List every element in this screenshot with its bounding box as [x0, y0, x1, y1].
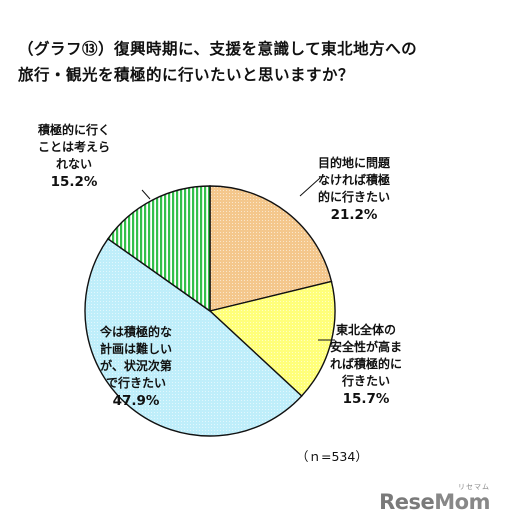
chart-title-line-1: （グラフ⑬）復興時期に、支援を意識して東北地方への	[18, 40, 418, 58]
slice-label-4: 積極的に行く ことは考えら れない 15.2%	[38, 122, 110, 191]
slice-label-2-line-2: 安全性が高ま	[330, 340, 403, 354]
logo-text-b: Mom	[434, 490, 490, 514]
slice-label-3-line-2: 計画は難しい	[100, 342, 173, 356]
slice-label-1-line-2: なければ積極	[318, 173, 391, 187]
logo-sub: リセマム	[458, 483, 490, 491]
slice-label-1-line-3: 的に行きたい	[318, 190, 391, 204]
pie-slice-4	[106, 185, 211, 313]
chart-title: （グラフ⑬）復興時期に、支援を意識して東北地方への 旅行・観光を積極的に行いたい…	[18, 36, 498, 88]
logo-text-a: Rese	[379, 490, 435, 514]
leader-line-1	[299, 177, 321, 197]
pie-slice-2	[208, 280, 336, 397]
pie-slice-3	[84, 237, 303, 437]
slice-label-4-line-3: れない	[56, 157, 93, 171]
slice-value-2: 15.7%	[342, 391, 390, 407]
slice-label-3: 今は積極的な 計画は難しい が、状況次第 で行きたい 47.9%	[100, 324, 172, 410]
slice-value-1: 21.2%	[330, 207, 378, 223]
slice-label-2-line-4: 行きたい	[342, 374, 391, 388]
slice-label-4-line-1: 積極的に行く	[38, 123, 111, 137]
slice-label-3-line-3: が、状況次第	[100, 359, 172, 373]
slice-label-4-line-2: ことは考えら	[38, 140, 111, 154]
slice-label-2-line-3: れば積極的に	[330, 357, 403, 371]
slice-value-4: 15.2%	[50, 174, 98, 190]
slice-label-1: 目的地に問題 なければ積極 的に行きたい 21.2%	[318, 155, 390, 224]
slice-label-3-line-4: で行きたい	[106, 376, 167, 390]
chart-title-line-2: 旅行・観光を積極的に行いたいと思いますか？	[18, 66, 355, 84]
leader-line-4	[141, 189, 151, 200]
slice-label-1-line-1: 目的地に問題	[318, 156, 391, 170]
sample-size-note: （ｎ=534）	[296, 449, 368, 464]
pie-slice-1	[209, 185, 333, 312]
slice-label-3-line-1: 今は積極的な	[100, 325, 173, 339]
resemom-logo: ReseMom リセマム	[379, 483, 490, 514]
slice-label-2: 東北全体の安全性が高ま れば積極的に 行きたい 15.7%	[330, 322, 402, 408]
slice-label-2-line-1: 東北全体の	[336, 323, 397, 337]
slice-value-3: 47.9%	[112, 393, 160, 409]
